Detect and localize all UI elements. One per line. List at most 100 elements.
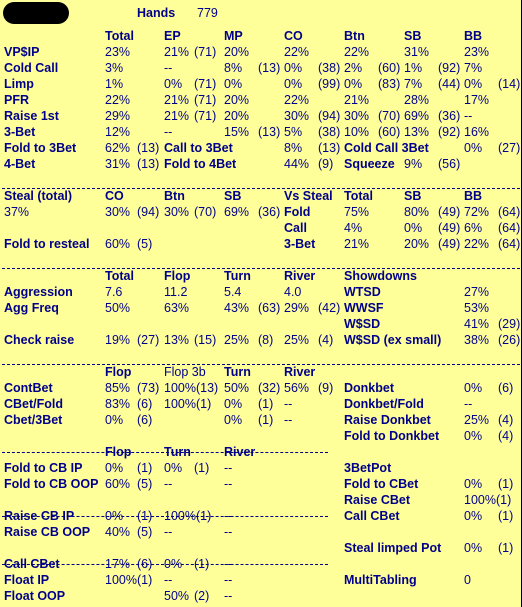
stat-label: Raise 1st xyxy=(4,109,59,123)
stat-value: 22% xyxy=(344,45,370,59)
stat-value: (42) xyxy=(318,301,341,315)
stat-value: (13) xyxy=(258,125,281,139)
stat-value: 27% xyxy=(464,285,490,299)
divider xyxy=(2,452,328,453)
stat-label: Limp xyxy=(4,77,34,91)
stat-value: (13) xyxy=(137,141,160,155)
stat-value: 10% xyxy=(344,125,370,139)
stat-value: 0% xyxy=(164,77,183,91)
stat-value: 80% xyxy=(404,205,430,219)
hands-count: 779 xyxy=(197,6,218,20)
divider xyxy=(2,268,520,269)
stat-value: 50% xyxy=(224,381,250,395)
stat-value: 44% xyxy=(284,157,310,171)
stat-value: 4.0 xyxy=(284,285,302,299)
stat-value: (26) xyxy=(498,333,521,347)
stat-label: River xyxy=(284,269,316,283)
stat-value: 7% xyxy=(464,61,483,75)
stat-label: Btn xyxy=(344,29,365,43)
stat-value: -- xyxy=(224,573,233,587)
stat-label: Cbet/3Bet xyxy=(4,413,63,427)
stat-value: (92) xyxy=(438,125,461,139)
stat-label: Vs Steal xyxy=(284,189,333,203)
stat-value: (1) xyxy=(194,557,210,571)
stat-value: 0% xyxy=(464,541,483,555)
stat-value: 9% xyxy=(404,157,423,171)
stat-value: 21% xyxy=(164,93,190,107)
stat-value: -- xyxy=(164,125,173,139)
stat-value: 0% xyxy=(284,61,303,75)
stat-label: Cold Call xyxy=(4,61,59,75)
stat-label: Fold to resteal xyxy=(4,237,90,251)
divider xyxy=(2,564,328,565)
stat-label: CO xyxy=(284,29,303,43)
stat-label: Turn xyxy=(224,269,251,283)
stat-value: 85% xyxy=(105,381,131,395)
stat-value: (5) xyxy=(137,477,153,491)
stat-value: 21% xyxy=(164,45,190,59)
stat-value: (4) xyxy=(498,429,514,443)
stat-label: Agg Freq xyxy=(4,301,59,315)
stat-value: 56% xyxy=(284,381,310,395)
stat-value: (5) xyxy=(137,525,153,539)
stat-value: (71) xyxy=(194,45,217,59)
stat-label: Raise CBet xyxy=(344,493,410,507)
stat-value: 21% xyxy=(344,237,370,251)
stat-value: 25% xyxy=(224,333,250,347)
stat-value: 63% xyxy=(164,301,190,315)
stat-value: 1% xyxy=(404,61,423,75)
stat-value: 23% xyxy=(105,45,131,59)
stat-value: (64) xyxy=(498,221,521,235)
stat-value: -- xyxy=(224,557,233,571)
stat-value: 1% xyxy=(105,77,124,91)
stat-value: (94) xyxy=(318,109,341,123)
stat-value: 100%(1) xyxy=(464,493,512,507)
stat-value: -- xyxy=(464,397,473,411)
stat-label: Donkbet xyxy=(344,381,394,395)
stat-value: 22% xyxy=(284,93,310,107)
stat-value: 0% xyxy=(105,461,124,475)
stat-label: Fold to CB IP xyxy=(4,461,83,475)
stat-label: VP$IP xyxy=(4,45,40,59)
hands-label: Hands xyxy=(137,6,176,20)
stat-label: Cold Call 3Bet xyxy=(344,141,429,155)
stat-value: -- xyxy=(224,461,233,475)
stat-value: (38) xyxy=(318,61,341,75)
stat-value: 30% xyxy=(105,205,131,219)
stat-value: 0% xyxy=(464,509,483,523)
stat-value: 83% xyxy=(105,397,131,411)
stat-label: Squeeze xyxy=(344,157,395,171)
stat-label: Flop xyxy=(105,365,132,379)
stat-value: (6) xyxy=(498,381,514,395)
stat-value: (1) xyxy=(194,461,210,475)
stat-value: 0% xyxy=(464,477,483,491)
stat-value: (5) xyxy=(137,237,153,251)
stat-value: (56) xyxy=(438,157,461,171)
stat-value: 30% xyxy=(164,205,190,219)
stat-value: 21% xyxy=(164,109,190,123)
stat-value: (4) xyxy=(318,333,334,347)
stat-value: (92) xyxy=(438,61,461,75)
stat-label: Turn xyxy=(164,445,191,459)
stat-label: 3BetPot xyxy=(344,461,392,475)
stat-value: (63) xyxy=(258,301,281,315)
stat-value: 53% xyxy=(464,301,490,315)
stat-label: 3-Bet xyxy=(284,237,316,251)
stat-label: Steal (total) xyxy=(4,189,73,203)
redacted-player-name xyxy=(3,2,69,24)
stat-value: -- xyxy=(224,525,233,539)
stat-value: 62% xyxy=(105,141,131,155)
stat-value: 20% xyxy=(224,93,250,107)
stat-value: (60) xyxy=(378,61,401,75)
stat-value: 0% xyxy=(464,381,483,395)
stat-value: 100%(1) xyxy=(164,509,212,523)
stat-label: Steal limped Pot xyxy=(344,541,442,555)
stat-value: (60) xyxy=(378,125,401,139)
stat-value: (13) xyxy=(258,61,281,75)
stat-value: 72% xyxy=(464,205,490,219)
stat-label: Fold to Donkbet xyxy=(344,429,440,443)
stat-value: 100%(13) xyxy=(164,381,219,395)
stat-value: 11.2 xyxy=(164,285,188,299)
stat-value: -- xyxy=(164,573,173,587)
stat-value: (27) xyxy=(137,333,160,347)
